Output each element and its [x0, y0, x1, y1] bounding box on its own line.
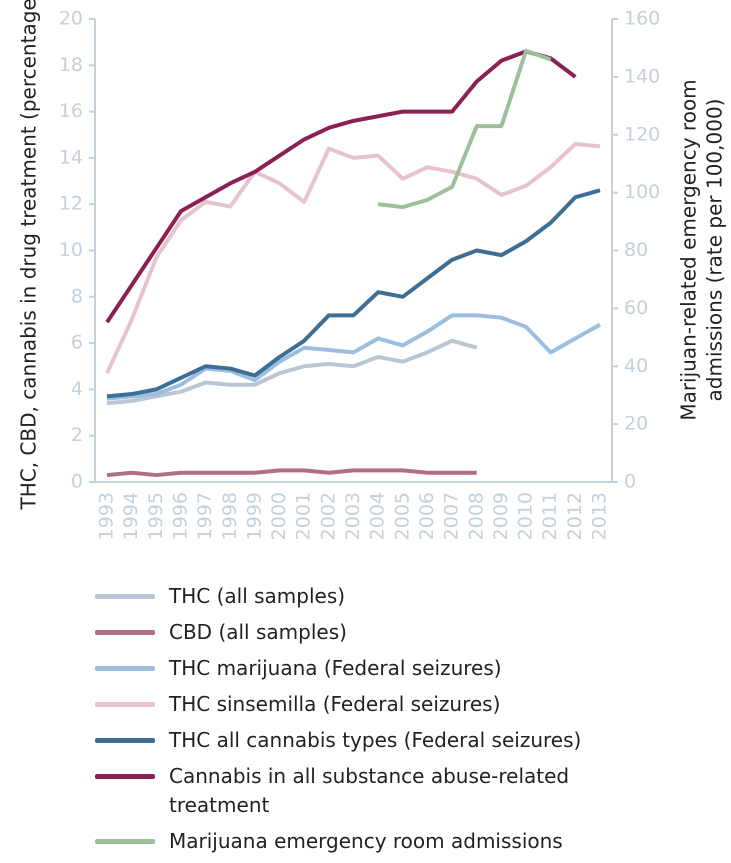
- legend-label: CBD (all samples): [169, 620, 347, 644]
- series-line: [106, 468, 477, 478]
- x-tick-label: 2004: [367, 492, 389, 540]
- legend-swatch: [95, 774, 155, 779]
- x-tick-label: 2008: [465, 492, 487, 540]
- y-tick-label: 16: [59, 100, 83, 122]
- series-line: [106, 338, 478, 406]
- x-tick-label: 2006: [416, 492, 438, 540]
- x-tick-label: 2007: [441, 492, 463, 540]
- y2-axis-title: admissions (rate per 100,000): [703, 99, 727, 402]
- y2-tick-label: 140: [624, 65, 660, 87]
- y-tick-label: 8: [71, 285, 83, 307]
- legend-label: THC all cannabis types (Federal seizures…: [169, 728, 582, 752]
- legend-swatch: [95, 839, 155, 844]
- x-tick-label: 2001: [293, 492, 315, 540]
- legend-item: Marijuana emergency room admissions: [95, 827, 655, 856]
- legend-swatch: [95, 702, 155, 707]
- series-line: [105, 49, 577, 324]
- y-tick-label: 12: [59, 193, 83, 215]
- x-tick-label: 1995: [145, 492, 167, 540]
- legend-item: CBD (all samples): [95, 618, 655, 647]
- series-line: [105, 142, 601, 375]
- legend-item: THC marijuana (Federal seizures): [95, 654, 655, 683]
- legend-item: THC (all samples): [95, 582, 655, 611]
- legend-label: THC marijuana (Federal seizures): [169, 656, 502, 680]
- legend-label: Cannabis in all substance abuse-related …: [169, 764, 570, 817]
- legend-item: THC sinsemilla (Federal seizures): [95, 690, 655, 719]
- x-tick-label: 2002: [317, 492, 339, 540]
- y-axis-title: THC, CBD, cannabis in drug treatment (pe…: [17, 0, 41, 511]
- y2-tick-label: 20: [624, 413, 648, 435]
- x-tick-label: 2003: [342, 492, 364, 540]
- legend-item: THC all cannabis types (Federal seizures…: [95, 726, 655, 755]
- y2-tick-label: 60: [624, 297, 648, 319]
- legend-label: Marijuana emergency room admissions: [169, 829, 563, 853]
- x-tick-label: 2011: [539, 492, 561, 540]
- y-tick-label: 2: [71, 424, 83, 446]
- legend-label: THC sinsemilla (Federal seizures): [169, 692, 501, 716]
- legend: THC (all samples) CBD (all samples) THC ma…: [95, 582, 655, 863]
- y-tick-label: 20: [59, 8, 83, 30]
- x-tick-label: 2000: [268, 492, 290, 540]
- x-tick-label: 1996: [169, 492, 191, 540]
- series-line: [106, 313, 601, 401]
- y-tick-label: 0: [71, 471, 83, 493]
- legend-swatch: [95, 630, 155, 635]
- y2-tick-label: 40: [624, 355, 648, 377]
- x-tick-label: 1999: [243, 492, 265, 540]
- y-tick-label: 14: [59, 146, 83, 168]
- chart: THC, CBD, cannabis in drug treatment (pe…: [17, 0, 727, 540]
- series-line: [377, 48, 552, 210]
- y2-tick-label: 100: [624, 181, 660, 203]
- y2-tick-label: 0: [624, 471, 636, 493]
- legend-swatch: [95, 738, 155, 743]
- y-tick-label: 10: [59, 239, 83, 261]
- legend-label: THC (all samples): [169, 584, 346, 608]
- x-tick-label: 1998: [219, 492, 241, 540]
- x-tick-label: 2012: [564, 492, 586, 540]
- x-tick-label: 1997: [194, 492, 216, 540]
- x-tick-label: 1994: [120, 492, 142, 540]
- y2-axis-title: Marijuan-related emergency room: [677, 79, 701, 420]
- y2-tick-label: 120: [624, 123, 660, 145]
- y-tick-label: 6: [71, 332, 83, 354]
- y-tick-label: 18: [59, 54, 83, 76]
- y2-tick-label: 160: [624, 8, 660, 30]
- x-tick-label: 2013: [589, 492, 611, 540]
- x-tick-label: 2005: [391, 492, 413, 540]
- y2-tick-label: 80: [624, 239, 648, 261]
- legend-swatch: [95, 594, 155, 599]
- legend-swatch: [95, 666, 155, 671]
- y-tick-label: 4: [71, 378, 83, 400]
- x-tick-label: 1993: [96, 492, 118, 540]
- x-tick-label: 2010: [515, 492, 537, 540]
- series-line: [106, 188, 601, 399]
- x-tick-label: 2009: [490, 492, 512, 540]
- legend-item: Cannabis in all substance abuse-related …: [95, 762, 655, 820]
